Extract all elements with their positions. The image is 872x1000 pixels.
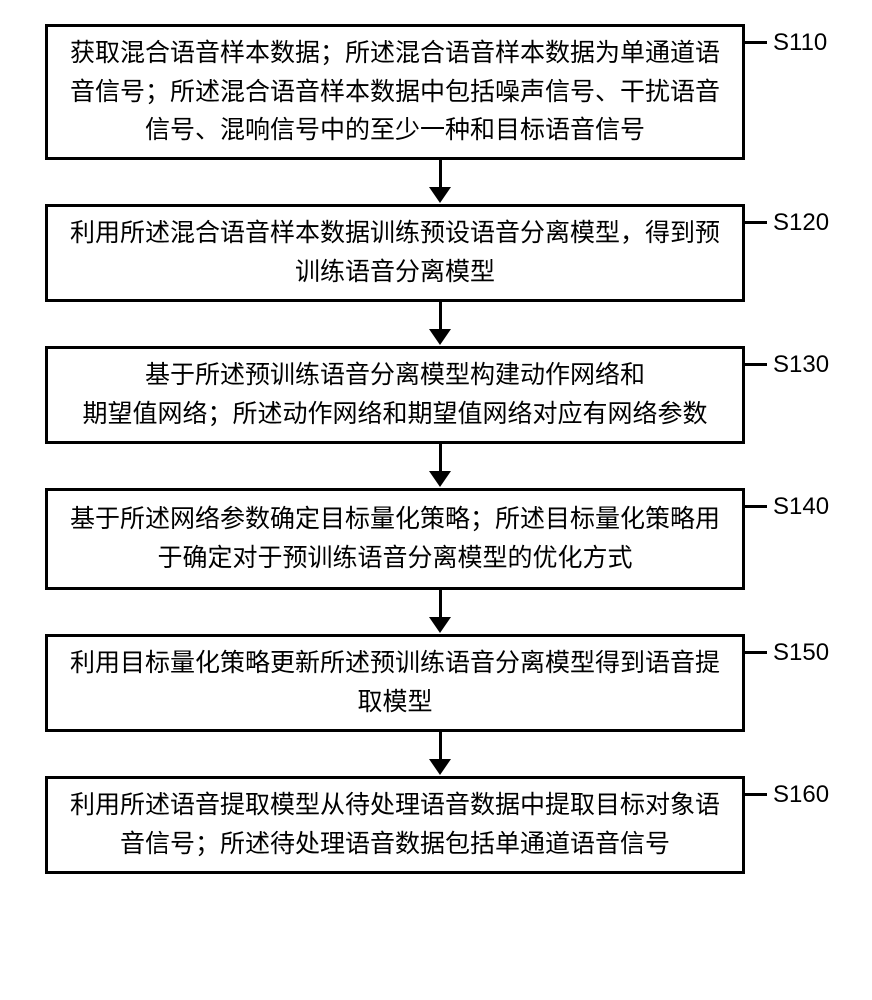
arrow-line — [439, 590, 442, 618]
arrow-line — [439, 160, 442, 188]
arrow-head-icon — [429, 329, 451, 345]
step-box-s120: 利用所述混合语音样本数据训练预设语音分离模型，得到预训练语音分离模型 — [45, 204, 745, 302]
step-label-s140: S140 — [773, 493, 829, 521]
arrow-down-icon — [90, 444, 790, 488]
step-text: 利用所述混合语音样本数据训练预设语音分离模型，得到预训练语音分离模型 — [68, 214, 722, 292]
step-label-s110: S110 — [773, 29, 827, 57]
arrow-down-icon — [90, 160, 790, 204]
connector-line — [745, 793, 767, 796]
step-text: 利用目标量化策略更新所述预训练语音分离模型得到语音提取模型 — [68, 644, 722, 722]
arrow-down-icon — [90, 732, 790, 776]
step-box-s110: 获取混合语音样本数据；所述混合语音样本数据为单通道语音信号；所述混合语音样本数据… — [45, 24, 745, 160]
connector-line — [745, 651, 767, 654]
arrow-line — [439, 732, 442, 760]
step-text: 利用所述语音提取模型从待处理语音数据中提取目标对象语音信号；所述待处理语音数据包… — [68, 786, 722, 864]
step-row-s110: 获取混合语音样本数据；所述混合语音样本数据为单通道语音信号；所述混合语音样本数据… — [45, 24, 835, 160]
connector-line — [745, 221, 767, 224]
arrow-down-icon — [90, 302, 790, 346]
connector-line — [745, 363, 767, 366]
arrow-head-icon — [429, 471, 451, 487]
step-row-s130: 基于所述预训练语音分离模型构建动作网络和 期望值网络；所述动作网络和期望值网络对… — [45, 346, 835, 444]
step-label-s130: S130 — [773, 351, 829, 379]
step-label-s160: S160 — [773, 781, 829, 809]
step-text: 获取混合语音样本数据；所述混合语音样本数据为单通道语音信号；所述混合语音样本数据… — [68, 34, 722, 150]
step-text: 基于所述预训练语音分离模型构建动作网络和 期望值网络；所述动作网络和期望值网络对… — [82, 356, 707, 434]
step-text: 基于所述网络参数确定目标量化策略；所述目标量化策略用于确定对于预训练语音分离模型… — [68, 500, 722, 578]
arrow-down-icon — [90, 590, 790, 634]
arrow-line — [439, 302, 442, 330]
step-row-s140: 基于所述网络参数确定目标量化策略；所述目标量化策略用于确定对于预训练语音分离模型… — [45, 488, 835, 590]
step-box-s130: 基于所述预训练语音分离模型构建动作网络和 期望值网络；所述动作网络和期望值网络对… — [45, 346, 745, 444]
step-box-s150: 利用目标量化策略更新所述预训练语音分离模型得到语音提取模型 — [45, 634, 745, 732]
step-label-s150: S150 — [773, 639, 829, 667]
step-box-s140: 基于所述网络参数确定目标量化策略；所述目标量化策略用于确定对于预训练语音分离模型… — [45, 488, 745, 590]
arrow-line — [439, 444, 442, 472]
connector-line — [745, 41, 767, 44]
step-label-s120: S120 — [773, 209, 829, 237]
arrow-head-icon — [429, 617, 451, 633]
step-row-s150: 利用目标量化策略更新所述预训练语音分离模型得到语音提取模型 S150 — [45, 634, 835, 732]
step-row-s160: 利用所述语音提取模型从待处理语音数据中提取目标对象语音信号；所述待处理语音数据包… — [45, 776, 835, 874]
connector-line — [745, 505, 767, 508]
step-row-s120: 利用所述混合语音样本数据训练预设语音分离模型，得到预训练语音分离模型 S120 — [45, 204, 835, 302]
step-box-s160: 利用所述语音提取模型从待处理语音数据中提取目标对象语音信号；所述待处理语音数据包… — [45, 776, 745, 874]
arrow-head-icon — [429, 187, 451, 203]
flowchart-container: 获取混合语音样本数据；所述混合语音样本数据为单通道语音信号；所述混合语音样本数据… — [45, 24, 835, 874]
arrow-head-icon — [429, 759, 451, 775]
